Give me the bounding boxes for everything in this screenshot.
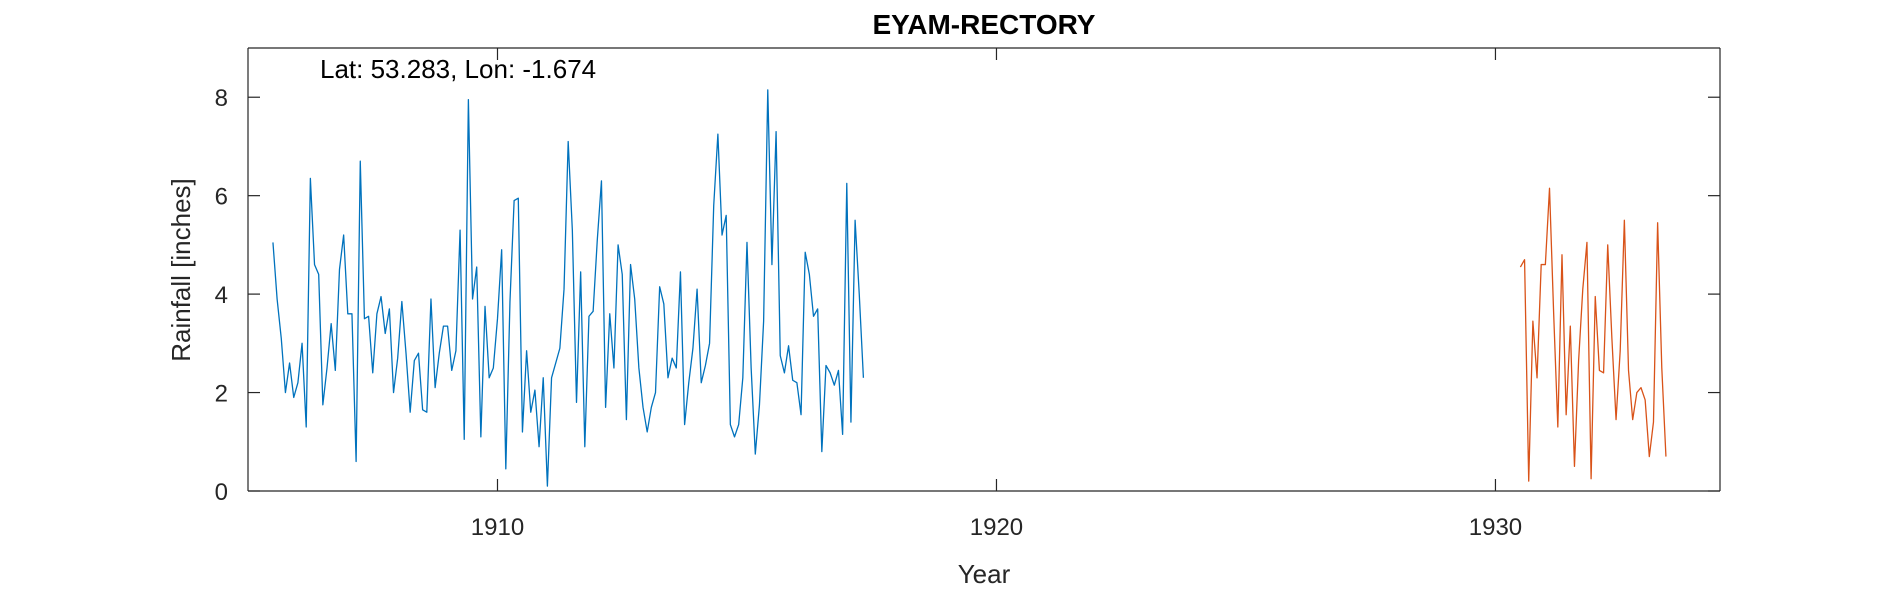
y-tick-label-4: 4 xyxy=(215,282,228,309)
x-tick-label-1910: 1910 xyxy=(471,514,524,541)
series-layer xyxy=(272,89,1667,487)
y-tick-label-8: 8 xyxy=(215,85,228,112)
x-tick-label-1920: 1920 xyxy=(970,514,1023,541)
y-tick-label-2: 2 xyxy=(215,381,228,408)
ticks-layer: 1910 1920 1930 0 2 4 6 8 xyxy=(215,48,1720,541)
y-tick-label-6: 6 xyxy=(215,184,228,211)
y-axis-title: Rainfall [inches] xyxy=(166,178,196,362)
location-annotation: Lat: 53.283, Lon: -1.674 xyxy=(320,54,596,84)
y-tick-label-0: 0 xyxy=(215,479,228,506)
plot-area xyxy=(248,48,1720,491)
x-tick-label-1930: 1930 xyxy=(1469,514,1522,541)
series-line-2 xyxy=(1519,187,1667,482)
x-axis-title: Year xyxy=(958,559,1011,589)
series-line-1 xyxy=(272,89,865,487)
chart-title: EYAM-RECTORY xyxy=(872,9,1095,40)
